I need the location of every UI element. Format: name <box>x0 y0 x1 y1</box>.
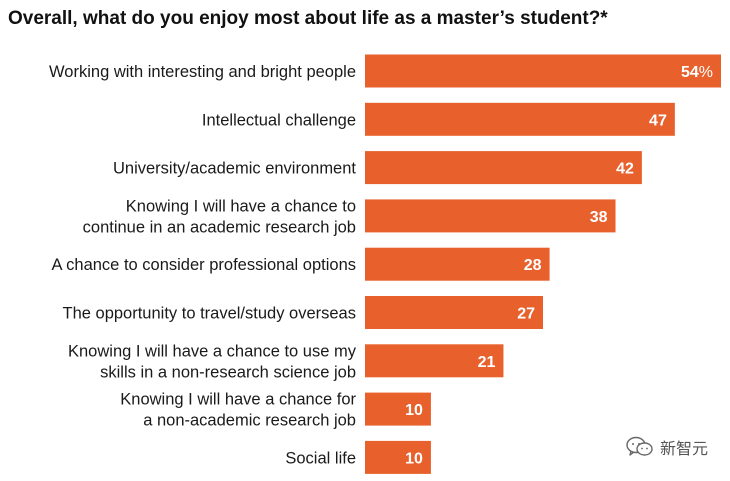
category-label-5: The opportunity to travel/study overseas <box>63 305 357 323</box>
bar-6 <box>365 344 504 378</box>
category-label-0: Working with interesting and bright peop… <box>49 63 356 81</box>
data-label-0: 54% <box>681 64 713 81</box>
data-label-1: 47 <box>649 112 667 129</box>
category-label-2: University/academic environment <box>113 160 356 178</box>
data-label-8: 10 <box>405 450 423 467</box>
data-label-3: 38 <box>590 209 608 226</box>
category-label-7: Knowing I will have a chance for a non-ac… <box>120 391 356 430</box>
bar-7 <box>365 392 431 426</box>
bar-2 <box>365 151 642 185</box>
chart-title: Overall, what do you enjoy most about li… <box>8 8 608 29</box>
data-label-5: 27 <box>517 306 535 323</box>
watermark: 新智元 <box>626 435 708 459</box>
bar-5 <box>365 296 543 329</box>
wechat-icon <box>626 436 654 458</box>
bar-0 <box>365 54 721 88</box>
bar-1 <box>365 102 675 136</box>
data-label-2: 42 <box>616 161 634 178</box>
bars-layer: 54% Working with interesting and bright p… <box>49 54 721 474</box>
category-label-6: Knowing I will have a chance to use my sk… <box>68 342 357 381</box>
watermark-text: 新智元 <box>659 439 708 458</box>
data-label-6: 21 <box>478 354 496 371</box>
category-label-1: Intellectual challenge <box>202 111 356 129</box>
category-label-4: A chance to consider professional option… <box>51 256 356 274</box>
bar-4 <box>365 247 550 281</box>
data-label-7: 10 <box>405 402 423 419</box>
category-label-3: Knowing I will have a chance to continue … <box>83 197 356 236</box>
bar-8 <box>365 440 431 474</box>
data-label-4: 28 <box>524 257 542 274</box>
category-label-8: Social life <box>285 449 356 467</box>
bar-3 <box>365 199 616 233</box>
